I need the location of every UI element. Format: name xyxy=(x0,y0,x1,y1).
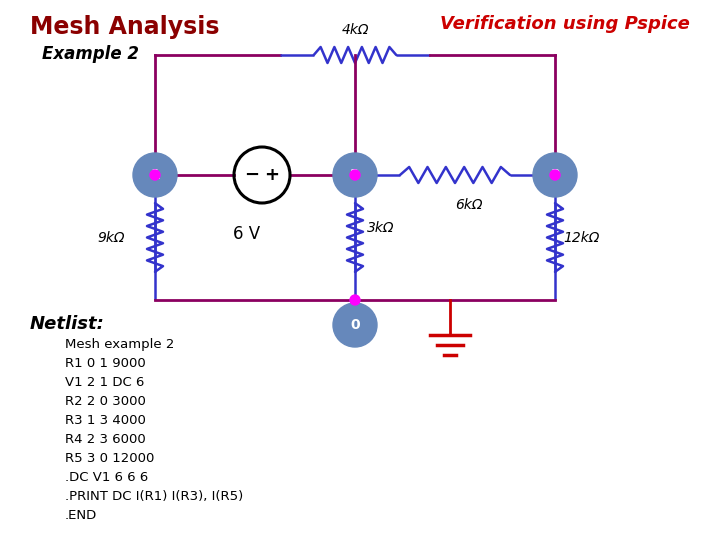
Text: R3 1 3 4000: R3 1 3 4000 xyxy=(65,414,146,427)
Text: +: + xyxy=(264,166,279,184)
Circle shape xyxy=(333,303,377,347)
Text: 4kΩ: 4kΩ xyxy=(341,23,369,37)
Text: R5 3 0 12000: R5 3 0 12000 xyxy=(65,452,154,465)
Text: V1 2 1 DC 6: V1 2 1 DC 6 xyxy=(65,376,145,389)
Circle shape xyxy=(533,153,577,197)
Circle shape xyxy=(150,170,160,180)
Text: .DC V1 6 6 6: .DC V1 6 6 6 xyxy=(65,471,148,484)
Circle shape xyxy=(333,153,377,197)
Text: Mesh example 2: Mesh example 2 xyxy=(65,338,174,351)
Text: 6 V: 6 V xyxy=(233,225,261,243)
Text: −: − xyxy=(244,166,260,184)
Text: .END: .END xyxy=(65,509,97,522)
Text: R1 0 1 9000: R1 0 1 9000 xyxy=(65,357,145,370)
Text: .PRINT DC I(R1) I(R3), I(R5): .PRINT DC I(R1) I(R3), I(R5) xyxy=(65,490,243,503)
Text: 9kΩ: 9kΩ xyxy=(97,231,125,245)
Text: Example 2: Example 2 xyxy=(42,45,139,63)
Text: R2 2 0 3000: R2 2 0 3000 xyxy=(65,395,146,408)
Circle shape xyxy=(350,170,360,180)
Text: 1: 1 xyxy=(150,168,160,182)
Text: R4 2 3 6000: R4 2 3 6000 xyxy=(65,433,145,446)
Text: Netlist:: Netlist: xyxy=(30,315,105,333)
Text: 12kΩ: 12kΩ xyxy=(563,231,599,245)
Text: 3kΩ: 3kΩ xyxy=(367,220,395,234)
Text: 6kΩ: 6kΩ xyxy=(455,198,482,212)
Circle shape xyxy=(550,170,560,180)
Text: 3: 3 xyxy=(550,168,560,182)
Circle shape xyxy=(350,295,360,305)
Text: Verification using Pspice: Verification using Pspice xyxy=(440,15,690,33)
Circle shape xyxy=(133,153,177,197)
Text: 0: 0 xyxy=(350,318,360,332)
Text: 2: 2 xyxy=(350,168,360,182)
Text: Mesh Analysis: Mesh Analysis xyxy=(30,15,220,39)
